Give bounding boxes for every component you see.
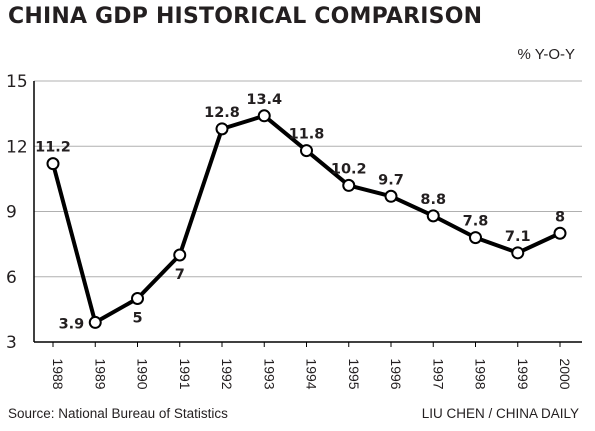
data-label-1994: 11.8 bbox=[289, 127, 325, 143]
data-label-1989: 3.9 bbox=[59, 316, 85, 332]
data-point-1992 bbox=[215, 122, 229, 136]
data-label-1997: 8.8 bbox=[420, 192, 446, 208]
data-point-1991 bbox=[173, 248, 187, 262]
x-tick-label: 1994 bbox=[304, 358, 320, 389]
x-tick-label: 1995 bbox=[346, 358, 362, 389]
x-tick-label: 1989 bbox=[92, 358, 108, 389]
data-label-1990: 5 bbox=[132, 311, 142, 327]
x-tick-label: 1998 bbox=[473, 358, 489, 389]
axes bbox=[33, 81, 582, 347]
data-point-1997 bbox=[426, 209, 440, 223]
x-tick-label: 1996 bbox=[388, 358, 404, 389]
x-tick-label: 1992 bbox=[219, 358, 235, 389]
data-label-1992: 12.8 bbox=[204, 105, 240, 121]
data-points bbox=[46, 109, 567, 329]
x-tick-label: 1993 bbox=[261, 358, 277, 389]
data-labels: 11.2 3.9 5 7 12.8 13.4 11.8 10.2 9.7 8.8 7.8 7.1 8 bbox=[35, 92, 565, 333]
data-point-1990 bbox=[131, 292, 144, 305]
y-tick-label: 9 bbox=[6, 203, 17, 223]
unit-label: % Y-O-Y bbox=[517, 46, 575, 63]
x-tick-label: 2000 bbox=[557, 358, 573, 389]
y-tick-label: 3 bbox=[6, 333, 17, 353]
data-label-1996: 9.7 bbox=[378, 172, 404, 188]
y-tick-label: 6 bbox=[6, 268, 17, 288]
data-point-1994 bbox=[300, 144, 313, 158]
y-tick-label: 15 bbox=[6, 72, 28, 92]
data-label-1998: 7.8 bbox=[463, 214, 489, 230]
x-tick-label: 1999 bbox=[515, 358, 531, 389]
data-point-1998 bbox=[469, 231, 482, 245]
x-tick-labels: 1988 1989 1990 1991 1992 1993 1994 1995 1996 1997… bbox=[50, 358, 573, 389]
data-label-1995: 10.2 bbox=[331, 161, 367, 177]
data-label-1999: 7.1 bbox=[505, 229, 531, 245]
data-point-1993 bbox=[257, 109, 271, 123]
credit-note: LIU CHEN / CHINA DAILY bbox=[421, 406, 579, 421]
x-tick-label: 1990 bbox=[135, 358, 151, 389]
chart-title: CHINA GDP HISTORICAL COMPARISON bbox=[8, 4, 483, 29]
data-point-1988 bbox=[46, 157, 60, 171]
source-note: Source: National Bureau of Statistics bbox=[8, 406, 228, 421]
data-point-1999 bbox=[511, 246, 525, 260]
data-point-1989 bbox=[88, 315, 102, 329]
x-tick-label: 1988 bbox=[50, 358, 66, 389]
x-tick-label: 1991 bbox=[177, 358, 193, 389]
data-label-1993: 13.4 bbox=[246, 92, 282, 108]
data-label-2000: 8 bbox=[555, 209, 565, 225]
data-point-1996 bbox=[384, 189, 398, 203]
data-label-1991: 7 bbox=[175, 267, 185, 283]
data-point-2000 bbox=[553, 226, 567, 240]
y-tick-labels: 3 6 9 12 15 bbox=[6, 72, 28, 353]
y-tick-label: 12 bbox=[6, 137, 28, 157]
grid-lines bbox=[34, 80, 582, 278]
data-label-1988: 11.2 bbox=[35, 140, 71, 156]
data-point-1995 bbox=[342, 178, 356, 192]
x-tick-label: 1997 bbox=[430, 358, 446, 389]
